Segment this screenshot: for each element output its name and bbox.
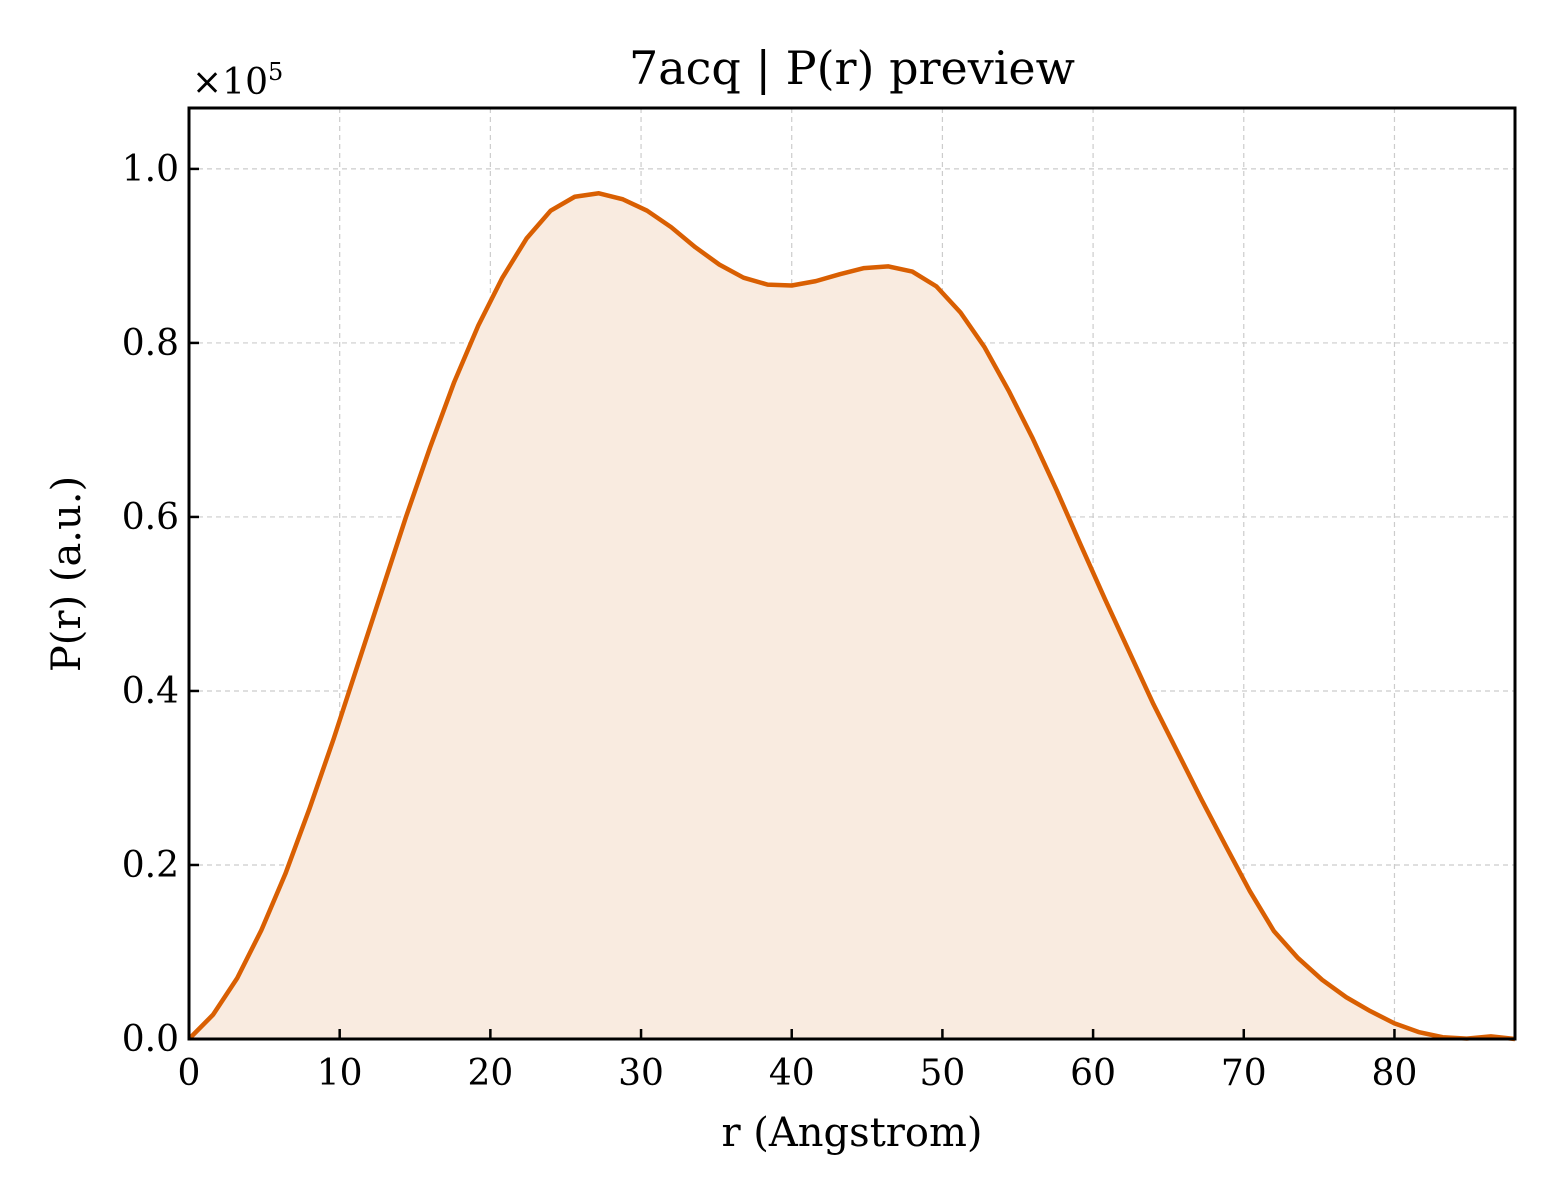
y-offset-base: ×10 — [192, 62, 268, 103]
plot-frame — [187, 106, 1517, 1041]
y-tick-label: 0.2 — [122, 845, 179, 886]
x-tick-label: 80 — [1372, 1053, 1418, 1094]
x-tick-label: 0 — [178, 1053, 201, 1094]
y-tick-label: 0.4 — [122, 671, 179, 712]
x-tick-label: 10 — [317, 1053, 363, 1094]
y-offset-exponent: 5 — [268, 58, 283, 86]
y-axis-label: P(r) (a.u.) — [44, 476, 90, 672]
y-tick-label: 1.0 — [122, 149, 179, 190]
y-axis-offset-label: ×105 — [192, 58, 283, 103]
x-tick-label: 60 — [1070, 1053, 1116, 1094]
pr-series-line — [187, 191, 1516, 1042]
chart-title: 7acq | P(r) preview — [629, 41, 1075, 95]
x-tick-label: 40 — [769, 1053, 815, 1094]
y-tick-label: 0.0 — [122, 1019, 179, 1060]
y-tick-label: 0.6 — [122, 497, 179, 538]
x-axis-label: r (Angstrom) — [721, 1110, 982, 1156]
x-tick-label: 50 — [920, 1053, 966, 1094]
y-tick-label: 0.8 — [122, 323, 179, 364]
x-tick-label: 20 — [467, 1053, 513, 1094]
x-tick-label: 70 — [1221, 1053, 1267, 1094]
axis-ticks — [187, 167, 1396, 1041]
pr-area-fill — [189, 193, 1515, 1039]
x-tick-label: 30 — [618, 1053, 664, 1094]
